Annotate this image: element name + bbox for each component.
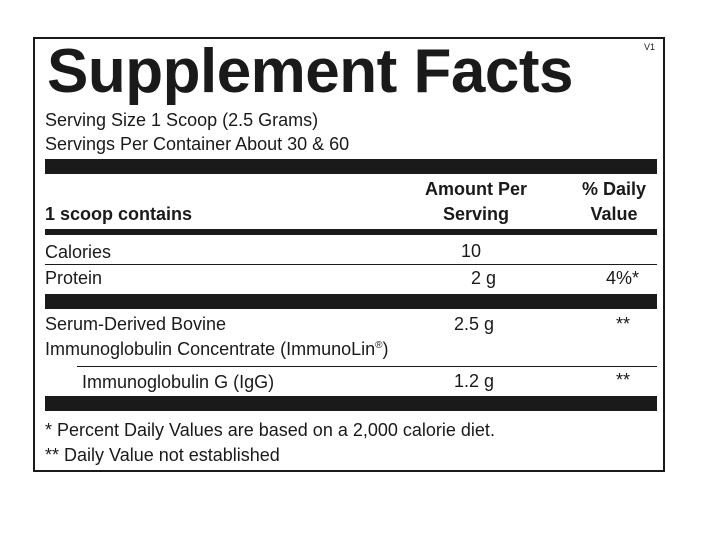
sub-row-rule [77, 366, 657, 367]
header-amount-line2: Serving [442, 204, 510, 224]
thick-divider-bottom [45, 396, 657, 411]
row-calories-name: Calories [45, 242, 112, 262]
row-sbi-dv: ** [616, 314, 631, 334]
row-calories-amount: 10 [461, 241, 482, 261]
row-igg-name: Immunoglobulin G (IgG) [82, 372, 275, 392]
thick-divider-middle [45, 294, 657, 309]
row-sbi-name-line2: Immunoglobulin Concentrate (ImmunoLin®) [45, 339, 389, 359]
panel-title: Supplement Facts [47, 37, 574, 106]
footnote-daily-values: * Percent Daily Values are based on a 2,… [45, 420, 495, 440]
version-label: V1 [644, 42, 656, 52]
row-protein-dv: 4%* [606, 268, 640, 288]
header-dv-line2: Value [590, 204, 638, 224]
serving-size: Serving Size 1 Scoop (2.5 Grams) [45, 110, 319, 130]
thick-divider-top [45, 159, 657, 174]
row-sbi-name-line1: Serum-Derived Bovine [45, 314, 227, 334]
header-amount-line1: Amount Per [424, 179, 527, 199]
row-protein-name: Protein [45, 268, 103, 288]
row-igg-dv: ** [616, 370, 631, 390]
row-igg-amount: 1.2 g [454, 371, 495, 391]
row-rule [45, 264, 657, 265]
supplement-facts-panel: V1 Supplement Facts Serving Size 1 Scoop… [33, 37, 665, 472]
servings-per-container: Servings Per Container About 30 & 60 [45, 134, 350, 154]
header-dv-line1: % Daily [581, 179, 647, 199]
medium-divider [45, 229, 657, 235]
header-contains: 1 scoop contains [45, 204, 193, 224]
footnote-not-established: ** Daily Value not established [45, 445, 280, 465]
registered-mark: ® [375, 340, 383, 351]
row-sbi-amount: 2.5 g [454, 314, 495, 334]
row-protein-amount: 2 g [471, 268, 497, 288]
